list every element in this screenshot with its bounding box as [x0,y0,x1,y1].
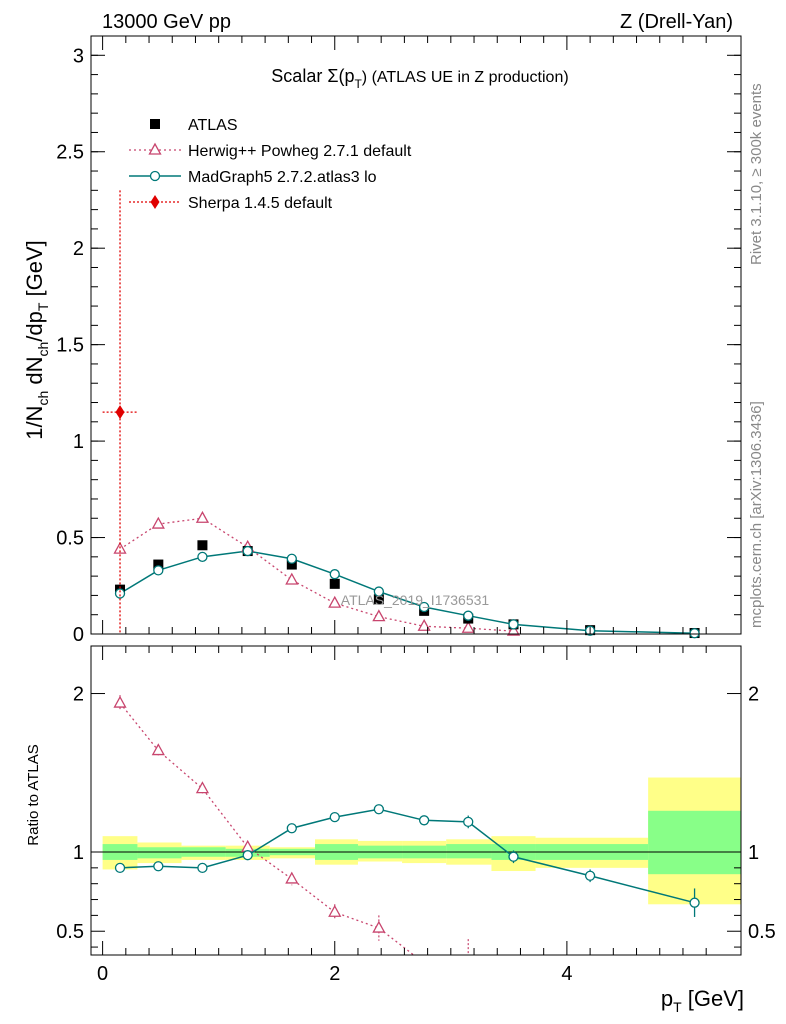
atlas-point [286,559,297,570]
atlas-point [373,594,384,605]
madgraph-point [153,565,164,576]
herwig-point [151,516,165,529]
madgraph-point [114,588,126,599]
madgraph-point [689,628,700,639]
ratio-plot-axes: 0.5 0.5 1 1 2 2 0 2 4 [56,645,776,985]
ratio-y-tick-label-right: 2 [748,684,759,706]
ratio-herwig-point [151,743,165,756]
herwig-point [328,595,342,608]
ratio-y-tick-label-right: 0.5 [748,921,776,943]
main-y-tick-label: 0 [73,624,84,646]
herwig-point [195,510,210,523]
ratio-madgraph-point [114,862,126,873]
ratio-madgraph-point [373,804,385,815]
legend-entry-label: ATLAS [188,117,238,134]
atlas-point [329,578,340,589]
main-y-tick-label: 3 [73,45,84,67]
x-tick-label: 0 [97,963,108,985]
main-plot: 0 0.5 1 1.5 2 2.5 3 Scalar Σ(pT) (ATLAS UE in … [22,35,742,646]
ratio-madgraph-point [242,850,253,861]
side-mcplots-label: mcplots.cern.ch [arXiv:1306.3436] [748,401,765,628]
ratio-madgraph-line [119,808,695,904]
header-left: 13000 GeV pp [102,11,231,33]
side-rivet-label: Rivet 3.1.10, ≥ 300k events [748,83,765,265]
ratio-madgraph-point [508,851,519,862]
x-axis-label: pT [GeV] [661,986,744,1015]
ratio-y-tick-label: 1 [73,842,84,864]
main-plot-frame [90,35,742,635]
madgraph-point [242,545,253,557]
main-y-tick-label: 2 [73,238,84,260]
ratio-herwig-point [113,695,127,708]
atlas-point [197,540,208,551]
ratio-herwig-line [119,702,415,956]
ratio-plot: 0.5 0.5 1 1 2 2 0 2 4 Ratio to ATLAS pT [GeV] [25,645,776,1015]
legend-atlas-marker [150,119,160,129]
sherpa-point [115,405,125,420]
madgraph-point [463,610,474,621]
legend-entry-label: MadGraph5 2.7.2.atlas3 lo [188,169,377,186]
ratio-inner-band [446,844,492,859]
ratio-y-tick-label-right: 1 [748,842,759,864]
chart-title: Scalar Σ(pT) (ATLAS UE in Z production) [271,66,568,91]
legend-sherpa-marker [150,195,160,209]
ratio-y-tick-label: 2 [73,684,84,706]
madgraph-point [508,619,519,630]
ratio-plot-bands [91,777,741,905]
legend: ATLAS Herwig++ Powheg 2.7.1 default MadGra… [129,117,412,212]
ratio-madgraph-point [286,823,297,834]
madgraph-line [119,550,695,634]
ratio-herwig-point [328,904,342,917]
ratio-madgraph-point [463,816,474,828]
ratio-plot-series [113,695,700,956]
ratio-madgraph-point [418,815,430,826]
main-plot-series [102,190,700,639]
ratio-madgraph-point [153,861,164,872]
ratio-herwig-point [372,920,386,933]
main-y-tick-label: 0.5 [56,528,84,550]
ratio-inner-band [137,847,182,859]
legend-herwig-marker [148,142,162,155]
madgraph-point [418,601,430,613]
legend-madgraph-marker [149,170,161,182]
main-y-axis-label: 1/Nch dNch/dpT [GeV] [22,240,51,440]
x-tick-label: 2 [329,963,340,985]
atlas-point [153,559,164,570]
main-y-tick-label: 1.5 [56,335,84,357]
ratio-y-tick-label: 0.5 [56,921,84,943]
ratio-madgraph-point [329,811,340,823]
main-y-tick-label: 2.5 [56,142,84,164]
main-plot-axes: 0 0.5 1 1.5 2 2.5 3 [56,35,742,646]
madgraph-point [197,551,208,562]
ratio-inner-band [648,810,741,875]
madgraph-point [329,569,340,580]
herwig-point [372,609,386,622]
madgraph-point [373,586,385,597]
header-right: Z (Drell-Yan) [620,11,733,33]
x-tick-label: 4 [561,963,572,985]
madgraph-point [286,553,297,564]
ratio-y-axis-label: Ratio to ATLAS [25,744,42,845]
analysis-watermark: ATLAS_2019_I1736531 [341,592,490,608]
ratio-madgraph-point [689,897,700,908]
ratio-madgraph-point [197,862,208,873]
herwig-point [506,623,521,636]
herwig-point [461,620,475,633]
legend-entry-label: Sherpa 1.4.5 default [188,195,333,212]
main-y-tick-label: 1 [73,431,84,453]
legend-entry-label: Herwig++ Powheg 2.7.1 default [188,143,412,160]
ratio-herwig-point [195,781,210,794]
herwig-point [417,618,431,631]
ratio-herwig-point [285,871,299,884]
ratio-plot-frame [90,645,742,956]
herwig-line [119,517,514,632]
herwig-point [285,572,299,585]
ratio-madgraph-point [584,870,596,881]
